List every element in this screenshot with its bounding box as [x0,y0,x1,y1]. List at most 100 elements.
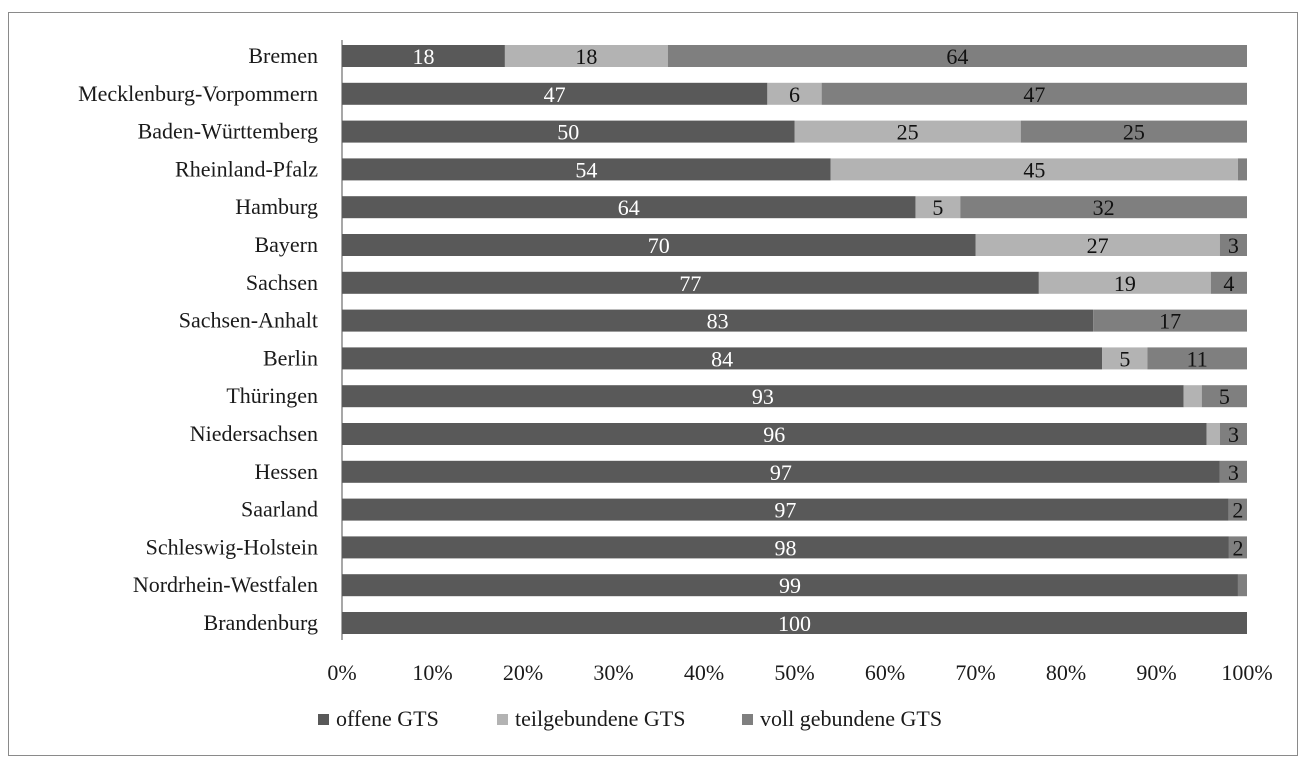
bar-segment [821,82,1247,105]
bar-segment [342,460,1220,483]
x-tick-label: 0% [327,660,356,685]
x-tick-label: 100% [1221,660,1272,685]
bar-segment [342,271,1039,294]
data-label: 54 [575,157,597,182]
data-label: 3 [1228,422,1239,447]
bar-segment [342,536,1229,559]
bar-segment [1237,574,1247,597]
legend-swatch [742,714,753,725]
bar-segment [1219,460,1247,483]
data-label: 27 [1087,233,1109,258]
bar-segment [1020,120,1247,143]
data-label: 5 [1119,346,1130,371]
data-label: 11 [1187,346,1208,371]
bar-segment [342,574,1238,597]
data-label: 25 [1123,120,1145,145]
bar-segment [342,612,1247,634]
x-tick-label: 20% [503,660,543,685]
data-label: 2 [1232,498,1243,523]
category-label: Saarland [241,497,318,522]
data-label: 17 [1159,309,1181,334]
x-tick-label: 80% [1046,660,1086,685]
data-label: 97 [774,498,796,523]
data-label: 47 [1023,82,1045,107]
bar-segment [1102,347,1148,370]
bar-segment [342,158,831,181]
x-tick-label: 10% [412,660,452,685]
bar-segment [342,196,916,219]
legend-label: voll gebundene GTS [760,706,942,731]
legend-label: offene GTS [336,706,439,731]
data-label: 45 [1023,157,1045,182]
data-label: 50 [557,120,579,145]
data-label: 5 [1219,384,1230,409]
bar-segment [342,120,795,143]
bar-segment [767,82,822,105]
bar-segment [1228,536,1247,559]
bar-segment [342,423,1207,445]
category-label: Brandenburg [204,610,318,635]
data-label: 2 [1232,535,1243,560]
data-label: 70 [648,233,670,258]
data-label: 100 [778,611,811,636]
data-label: 98 [774,535,796,560]
x-tick-label: 30% [593,660,633,685]
legend-swatch [318,714,329,725]
bar-segment [667,45,1247,67]
legend-swatch [497,714,508,725]
data-label: 64 [618,195,640,220]
category-label: Schleswig-Holstein [146,534,318,559]
data-label: 77 [679,271,701,296]
data-label: 84 [711,346,733,371]
bar-segment [1210,271,1247,294]
bar-segment [1183,385,1202,408]
data-label: 47 [544,82,566,107]
bar-segment [342,45,505,67]
data-label: 96 [763,422,785,447]
bar-segment [342,347,1103,370]
x-tick-label: 60% [865,660,905,685]
data-label: 19 [1114,271,1136,296]
bar-segment [960,196,1247,219]
x-tick-label: 90% [1136,660,1176,685]
bar-segment [342,234,976,256]
legend-label: teilgebundene GTS [515,706,685,731]
data-label: 3 [1228,460,1239,485]
bar-segment [342,385,1184,408]
bar-segment [830,158,1238,181]
bar-segment [342,498,1229,521]
data-label: 32 [1093,195,1115,220]
category-label: Hessen [254,459,318,484]
x-tick-label: 50% [774,660,814,685]
category-label: Hamburg [235,194,318,219]
data-label: 64 [946,44,968,69]
data-label: 97 [770,460,792,485]
bar-segment [1093,309,1247,332]
bar-segment [975,234,1220,256]
category-label: Baden-Württemberg [138,119,318,144]
category-label: Niedersachsen [190,421,318,446]
bar-segment [342,309,1094,332]
data-label: 4 [1223,271,1234,296]
bar-segment [1201,385,1247,408]
data-label: 6 [789,82,800,107]
bar-segment [1237,158,1247,181]
bar-segment [1228,498,1247,521]
category-label: Sachsen [246,270,318,295]
category-label: Sachsen-Anhalt [179,308,318,333]
category-label: Bremen [248,43,318,68]
category-label: Rheinland-Pfalz [175,156,318,181]
data-label: 18 [412,44,434,69]
bar-segment [1219,423,1247,445]
data-label: 5 [932,195,943,220]
x-tick-label: 70% [955,660,995,685]
data-label: 83 [707,309,729,334]
category-label: Bayern [254,232,318,257]
bar-segment [1219,234,1247,256]
data-label: 25 [897,120,919,145]
bar-segment [1038,271,1211,294]
data-label: 3 [1228,233,1239,258]
category-label: Mecklenburg-Vorpommern [78,81,318,106]
bar-segment [794,120,1021,143]
